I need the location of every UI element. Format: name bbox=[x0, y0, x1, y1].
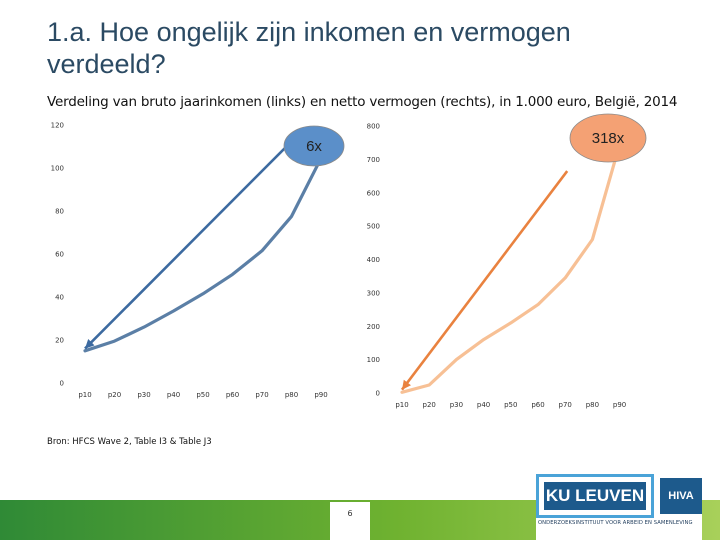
chart1-ytick-label: 100 bbox=[51, 165, 64, 173]
chart2-ytick-label: 600 bbox=[367, 189, 380, 197]
chart1-xtick-label: p50 bbox=[196, 391, 209, 399]
chart1-ytick-label: 20 bbox=[55, 337, 64, 345]
chart1-ytick-label: 120 bbox=[51, 122, 64, 130]
chart2-annotation-label: 318x bbox=[592, 130, 625, 147]
chart2-ytick-label: 200 bbox=[367, 323, 380, 331]
chart2-xtick-label: p10 bbox=[395, 401, 408, 409]
chart1-annotation-label: 6x bbox=[306, 138, 322, 155]
chart2-xtick-label: p80 bbox=[586, 401, 599, 409]
chart1-ytick-label: 40 bbox=[55, 294, 64, 302]
source-note: Bron: HFCS Wave 2, Table I3 & Table J3 bbox=[47, 437, 212, 447]
chart2-xtick-label: p30 bbox=[450, 401, 463, 409]
chart2-series-line bbox=[400, 142, 622, 394]
chart2-xtick-label: p50 bbox=[504, 401, 517, 409]
chart1-xtick-label: p70 bbox=[255, 391, 268, 399]
page-number: 6 bbox=[330, 502, 370, 540]
ku-leuven-logo: KU LEUVEN bbox=[536, 474, 654, 518]
chart1-xtick-label: p90 bbox=[314, 391, 327, 399]
chart2-ytick-label: 100 bbox=[367, 356, 380, 364]
chart1-xtick-label: p40 bbox=[167, 391, 180, 399]
chart2-xtick-label: p20 bbox=[423, 401, 436, 409]
chart2-ytick-label: 400 bbox=[367, 256, 380, 264]
chart1-xtick-label: p30 bbox=[137, 391, 150, 399]
chart1-arrow-line bbox=[84, 130, 303, 350]
logo-caption: ONDERZOEKSINSTITUUT VOOR ARBEID EN SAMEN… bbox=[538, 520, 693, 526]
chart2-annotation-bubble bbox=[569, 113, 647, 163]
chart1-ytick-label: 60 bbox=[55, 251, 64, 259]
chart2-xtick-label: p70 bbox=[559, 401, 572, 409]
chart1-series-line bbox=[83, 156, 323, 353]
chart2-xtick-label: p40 bbox=[477, 401, 490, 409]
chart1-xtick-label: p10 bbox=[78, 391, 91, 399]
chart2-ytick-label: 700 bbox=[367, 156, 380, 164]
chart2-arrow-line bbox=[400, 170, 569, 391]
chart2-arrow-head bbox=[402, 379, 411, 390]
chart1-ytick-label: 80 bbox=[55, 208, 64, 216]
hiva-logo: HIVA bbox=[660, 478, 702, 514]
chart2-ytick-label: 800 bbox=[367, 123, 380, 131]
chart1-arrow-head bbox=[85, 339, 95, 349]
chart1-ytick-label: 0 bbox=[60, 380, 64, 388]
chart2-ytick-label: 500 bbox=[367, 223, 380, 231]
chart2-ytick-label: 300 bbox=[367, 289, 380, 297]
chart2-xtick-label: p90 bbox=[613, 401, 626, 409]
chart2-xtick-label: p60 bbox=[531, 401, 544, 409]
chart1-xtick-label: p80 bbox=[285, 391, 298, 399]
chart1-annotation-bubble bbox=[283, 125, 345, 167]
ku-leuven-logo-text: KU LEUVEN bbox=[544, 482, 646, 510]
chart1-xtick-label: p20 bbox=[108, 391, 121, 399]
chart2-ytick-label: 0 bbox=[376, 390, 380, 398]
chart1-xtick-label: p60 bbox=[226, 391, 239, 399]
chart-subtitle: Verdeling van bruto jaarinkomen (links) … bbox=[47, 94, 678, 110]
slide-title: 1.a. Hoe ongelijk zijn inkomen en vermog… bbox=[47, 17, 571, 79]
